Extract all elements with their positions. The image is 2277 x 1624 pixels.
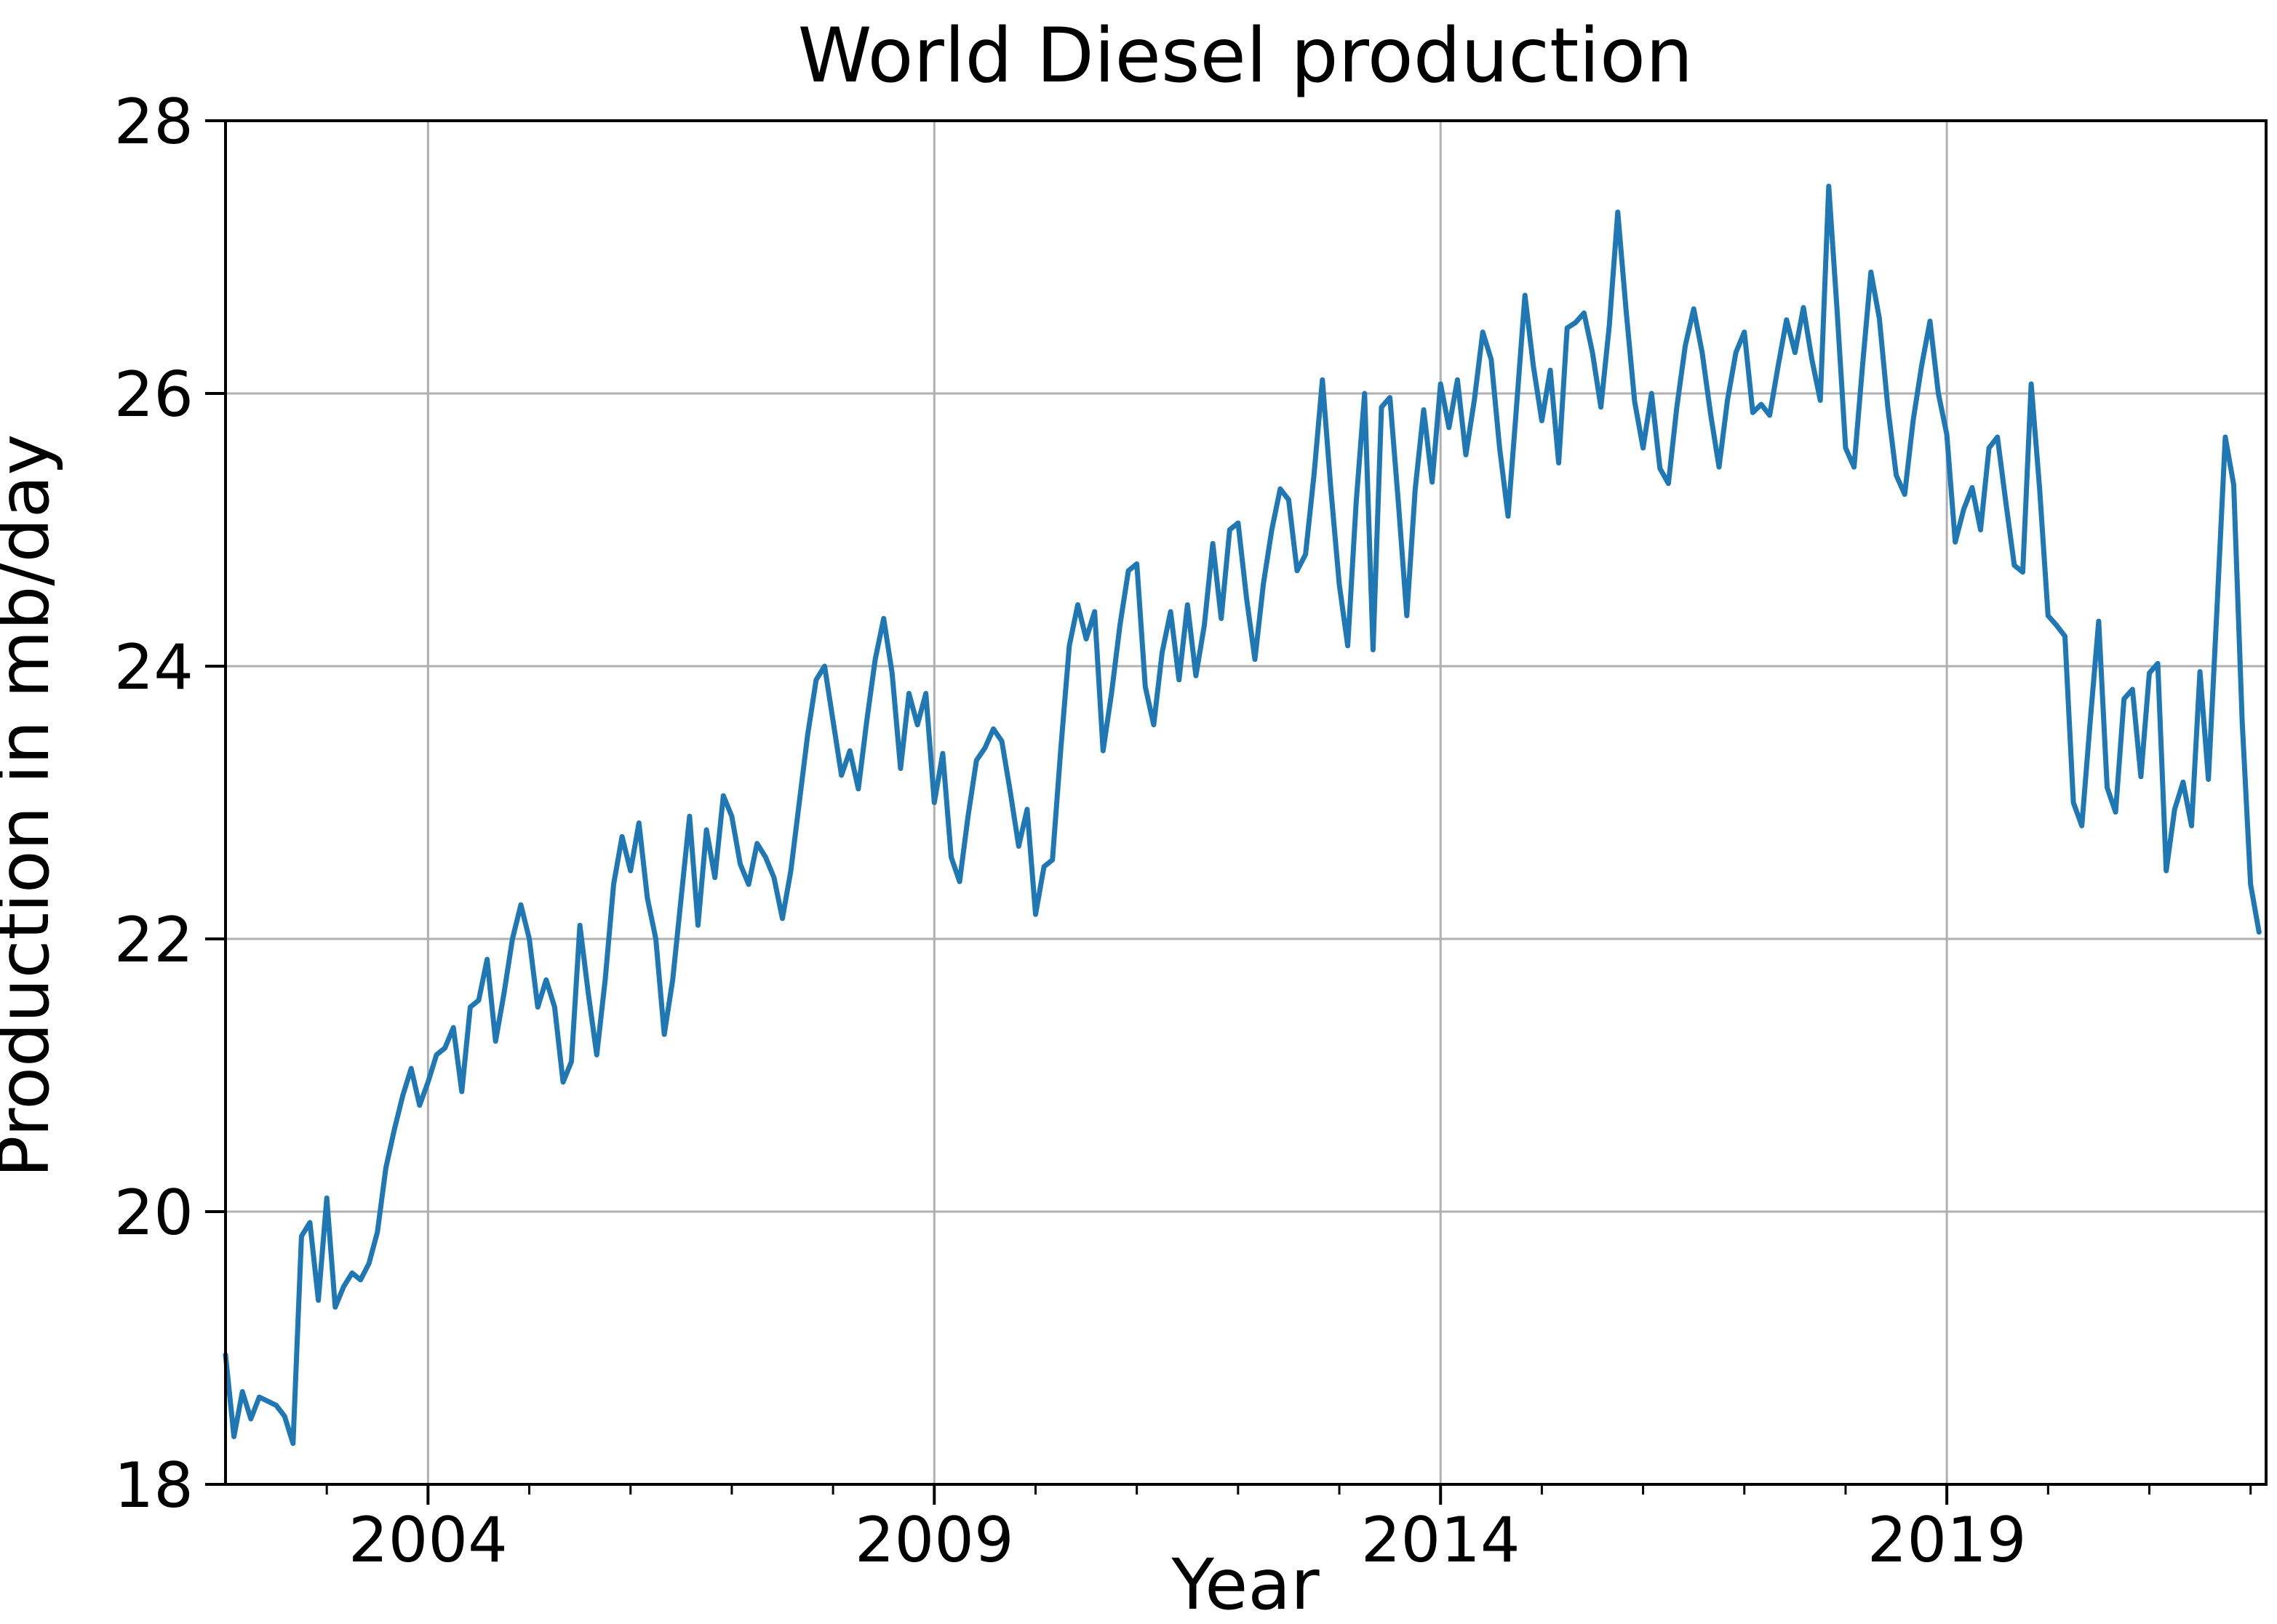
y-axis-label: Production in mb/day	[0, 434, 65, 1178]
x-tick-label: 2019	[1867, 1504, 2027, 1577]
axes-spines	[224, 119, 2268, 1486]
x-tick-label: 2004	[348, 1504, 508, 1577]
axis-ticks	[205, 119, 2252, 1505]
chart-title: World Diesel production	[798, 12, 1694, 100]
x-tick-label: 2014	[1361, 1504, 1520, 1577]
y-tick-label: 26	[114, 359, 194, 431]
gridlines	[226, 121, 2266, 1484]
data-series-line	[223, 183, 2262, 1447]
x-tick-label: 2009	[855, 1504, 1014, 1577]
y-tick-label: 24	[114, 631, 194, 704]
y-tick-label: 28	[114, 86, 194, 159]
x-axis-label: Year	[1171, 1544, 1320, 1624]
axis-tick-labels: 18 20 22 24 26 28 2004 2009 2014 2019	[114, 86, 2027, 1577]
y-tick-label: 20	[114, 1177, 194, 1249]
y-tick-label: 18	[114, 1449, 194, 1522]
y-tick-label: 22	[114, 904, 194, 977]
data-series-group	[223, 183, 2262, 1447]
plot-border	[224, 119, 2268, 1486]
